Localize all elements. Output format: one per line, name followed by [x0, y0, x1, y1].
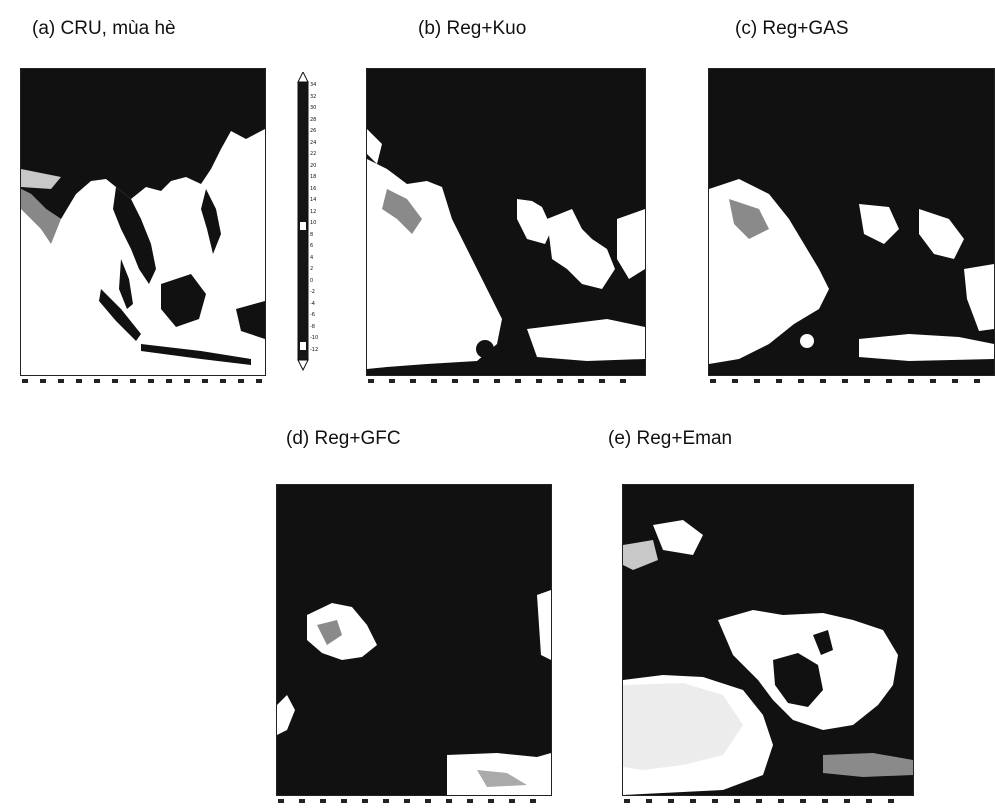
- colorbar-tick-label: 22: [310, 151, 317, 157]
- colorbar-tick-label: -4: [310, 300, 315, 307]
- colorbar-tick-label: 26: [310, 128, 317, 134]
- panel-d-title: (d) Reg+GFC: [286, 428, 401, 449]
- x-ticks-a: [20, 378, 264, 386]
- colorbar-tick-label: 10: [310, 220, 317, 226]
- colorbar-tick-label: -8: [310, 323, 315, 330]
- colorbar-tick-label: 6: [310, 243, 314, 249]
- colorbar-tick-label: 20: [310, 162, 317, 169]
- panel-e-title: (e) Reg+Eman: [608, 428, 733, 449]
- colorbar-tick-label: 28: [310, 116, 317, 123]
- colorbar-tick-label: 8: [310, 231, 314, 238]
- colorbar-tick-label: 0: [310, 277, 314, 284]
- x-ticks-b: [366, 378, 644, 386]
- colorbar-tick-label: 16: [310, 185, 317, 192]
- colorbar-tick-label: 2: [310, 266, 314, 272]
- colorbar-tick-label: -2: [310, 289, 315, 295]
- colorbar-tick-label: -12: [310, 346, 319, 353]
- map-panel-a: [20, 68, 266, 376]
- x-ticks-c: [708, 378, 993, 386]
- map-d-svg: [277, 485, 551, 795]
- colorbar: 34 32 30 28 26 24 22 20 18 16 14 12 10 8 6 4 2 0 -2 -4 -6 -8-…: [296, 70, 326, 372]
- panel-a-title: (a) CRU, mùa hè: [32, 18, 176, 39]
- x-ticks-e: [622, 798, 912, 806]
- colorbar-tick-label: 4: [310, 254, 314, 261]
- map-e-svg: [623, 485, 913, 795]
- colorbar-tick-label: 12: [310, 208, 317, 215]
- map-a-svg: [21, 69, 265, 375]
- map-panel-d: [276, 484, 552, 796]
- colorbar-tick-label: 24: [310, 139, 317, 146]
- panel-c-title: (c) Reg+GAS: [735, 18, 849, 39]
- map-panel-e: [622, 484, 914, 796]
- colorbar-tick-label: -10: [310, 335, 319, 341]
- colorbar-tick-label: 30: [310, 105, 317, 111]
- map-panel-c: [708, 68, 995, 376]
- panel-b-title: (b) Reg+Kuo: [418, 18, 527, 39]
- colorbar-tick-label: 18: [310, 174, 317, 180]
- colorbar-tick-label: 14: [310, 197, 317, 203]
- colorbar-tick-label: 34: [310, 82, 317, 88]
- colorbar-tick-label: -6: [310, 312, 315, 318]
- x-ticks-d: [276, 798, 550, 806]
- map-b-svg: [367, 69, 645, 375]
- map-panel-b: [366, 68, 646, 376]
- map-c-svg: [709, 69, 994, 375]
- colorbar-tick-labels: 34 32 30 28 26 24 22 20 18 16 14 12 10 8 6 4 2 0 -2 -4 -6 -8-…: [310, 80, 318, 356]
- colorbar-tick-label: 32: [310, 93, 317, 100]
